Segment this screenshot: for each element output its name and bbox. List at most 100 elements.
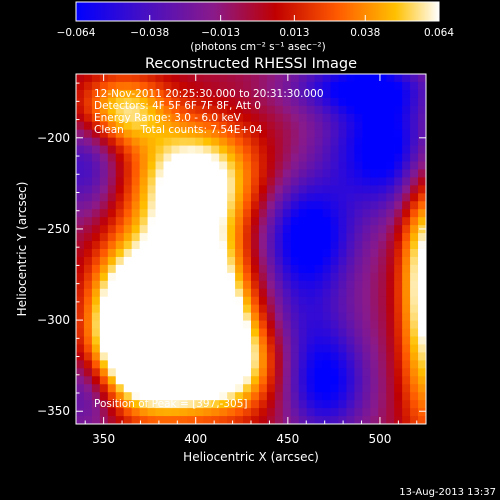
heatmap-cell — [83, 233, 93, 242]
heatmap-cell — [139, 296, 149, 306]
heatmap-cell — [235, 74, 244, 83]
heatmap-cell — [107, 320, 117, 330]
heatmap-cell — [298, 336, 308, 346]
heatmap-cell — [402, 249, 411, 258]
heatmap-cell — [115, 209, 125, 218]
heatmap-cell — [410, 81, 419, 91]
heatmap-cell — [251, 201, 260, 210]
heatmap-cell — [243, 296, 252, 306]
heatmap-cell — [330, 233, 340, 242]
heatmap-cell — [418, 304, 426, 314]
heatmap-cell — [235, 280, 244, 290]
heatmap-cell — [251, 312, 260, 322]
annotation-energy-range: Energy Range: 3.0 - 6.0 keV — [94, 112, 242, 124]
heatmap-cell — [195, 89, 204, 99]
heatmap-cell — [219, 296, 228, 306]
heatmap-cell — [107, 153, 117, 163]
heatmap-cell — [330, 121, 340, 131]
heatmap-cell — [147, 233, 157, 242]
heatmap-cell — [123, 89, 133, 99]
heatmap-cell — [290, 225, 300, 234]
heatmap-cell — [99, 320, 109, 330]
heatmap-cell — [123, 360, 133, 369]
heatmap-cell — [306, 400, 316, 409]
heatmap-cell — [394, 344, 403, 353]
heatmap-cell — [258, 249, 268, 258]
heatmap-cell — [386, 225, 395, 234]
heatmap-cell — [155, 384, 165, 393]
heatmap-cell — [290, 304, 300, 314]
annotation-clean-counts: Clean Total counts: 7.54E+04 — [94, 124, 263, 136]
heatmap-cell — [123, 384, 133, 393]
heatmap-cell — [394, 193, 403, 202]
heatmap-cell — [386, 249, 395, 258]
heatmap-cell — [314, 74, 324, 83]
heatmap-cell — [155, 312, 165, 322]
heatmap-cell — [131, 169, 141, 178]
heatmap-cell — [354, 384, 363, 393]
heatmap-cell — [235, 249, 244, 258]
heatmap-cell — [346, 97, 355, 107]
heatmap-cell — [163, 97, 173, 107]
heatmap-cell — [322, 328, 332, 338]
heatmap-cell — [282, 161, 292, 171]
heatmap-cell — [282, 129, 292, 139]
heatmap-cell — [76, 89, 85, 99]
heatmap-cell — [266, 121, 276, 131]
heatmap-cell — [330, 81, 340, 91]
heatmap-cell — [258, 233, 268, 242]
heatmap-cell — [251, 225, 260, 234]
heatmap-cell — [410, 169, 419, 178]
heatmap-cell — [195, 177, 204, 186]
heatmap-cell — [139, 225, 149, 234]
heatmap-cell — [139, 201, 149, 210]
colorbar-tick-label: −0.064 — [57, 27, 96, 39]
heatmap-cell — [290, 145, 300, 155]
heatmap-cell — [290, 400, 300, 409]
heatmap-cell — [83, 352, 93, 361]
heatmap-cell — [298, 264, 308, 274]
heatmap-cell — [115, 177, 125, 186]
y-tick-label: −350 — [37, 404, 70, 418]
heatmap-cell — [251, 113, 260, 123]
heatmap-cell — [394, 304, 403, 314]
heatmap-cell — [91, 400, 101, 409]
heatmap-cell — [147, 384, 157, 393]
heatmap-cell — [243, 312, 252, 322]
heatmap-cell — [418, 97, 426, 107]
heatmap-cell — [235, 169, 244, 178]
heatmap-cell — [362, 256, 371, 266]
heatmap-cell — [274, 241, 284, 250]
heatmap-cell — [219, 201, 228, 210]
heatmap-cell — [123, 344, 133, 353]
heatmap-cell — [410, 416, 419, 424]
heatmap-cell — [322, 352, 332, 361]
heatmap-cell — [99, 392, 109, 401]
heatmap-cell — [322, 209, 332, 218]
heatmap-cell — [306, 153, 316, 163]
heatmap-cell — [187, 256, 196, 266]
heatmap-cell — [370, 121, 379, 131]
heatmap-cell — [402, 400, 411, 409]
heatmap-cell — [139, 264, 149, 274]
heatmap-cell — [179, 344, 188, 353]
y-tick-label: −300 — [37, 313, 70, 327]
heatmap-cell — [243, 121, 252, 131]
heatmap-cell — [338, 74, 348, 83]
heatmap-cell — [99, 249, 109, 258]
heatmap-cell — [386, 344, 395, 353]
heatmap-cell — [314, 233, 324, 242]
heatmap-cell — [243, 169, 252, 178]
heatmap-cell — [115, 376, 125, 385]
heatmap-cell — [179, 209, 188, 218]
heatmap-cell — [203, 249, 212, 258]
heatmap-cell — [386, 360, 395, 369]
heatmap-cell — [99, 272, 109, 282]
heatmap-cell — [314, 153, 324, 163]
heatmap-cell — [91, 241, 101, 250]
heatmap-cell — [402, 256, 411, 266]
heatmap-cell — [227, 169, 236, 178]
heatmap-cell — [402, 280, 411, 290]
heatmap-cell — [298, 400, 308, 409]
heatmap-cell — [243, 400, 252, 409]
